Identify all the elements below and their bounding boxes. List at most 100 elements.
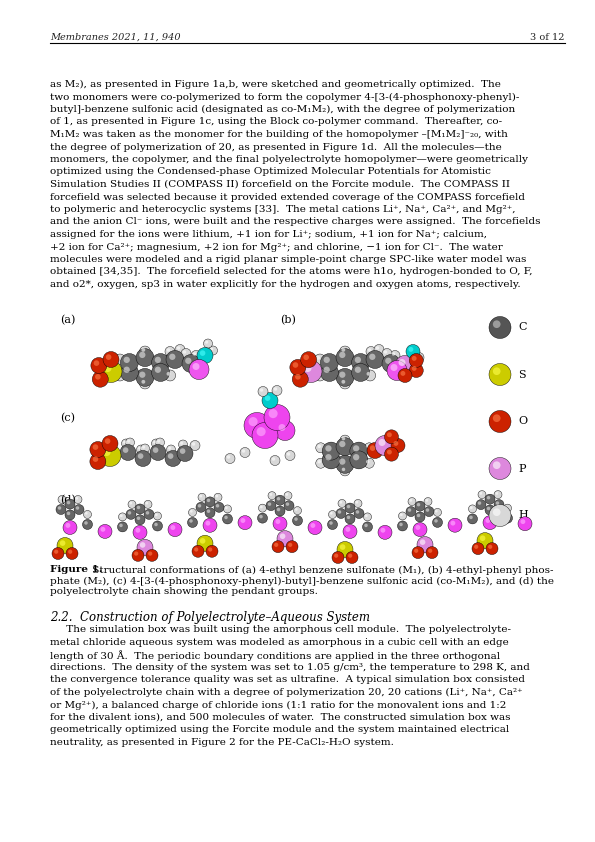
Circle shape [191,350,201,360]
Circle shape [415,512,425,522]
Circle shape [346,527,350,532]
Circle shape [165,347,175,356]
Text: molecules were modeled and a rigid planar simple-point charge SPC-like water mod: molecules were modeled and a rigid plana… [50,255,527,264]
Circle shape [198,493,206,501]
Circle shape [468,505,477,513]
Circle shape [238,515,252,530]
Circle shape [182,354,200,372]
Circle shape [120,514,123,517]
Circle shape [76,497,78,499]
Circle shape [139,378,151,389]
Circle shape [474,545,478,549]
Circle shape [345,514,355,524]
Circle shape [322,451,340,469]
Text: Simulation Studies II (COMPASS II) forcefield on the Forcite module.  The COMPAS: Simulation Studies II (COMPASS II) force… [50,180,510,189]
Text: (b): (b) [280,315,296,325]
Circle shape [325,445,331,451]
Circle shape [135,450,151,466]
Circle shape [505,505,508,509]
Text: butyl]-benzene sulfonic acid (designated as co-M₁M₂), with the degree of polymer: butyl]-benzene sulfonic acid (designated… [50,105,515,115]
Circle shape [284,501,294,510]
Text: or Mg²⁺), a balanced charge of chloride ions (1:1 ratio for the monovalent ions : or Mg²⁺), a balanced charge of chloride … [50,701,506,710]
Circle shape [380,528,386,533]
Circle shape [57,537,73,553]
Circle shape [138,453,143,459]
Circle shape [493,414,500,422]
Circle shape [101,527,105,532]
Circle shape [114,370,126,381]
Text: assigned for the ions were lithium, +1 ion for Li⁺; sodium, +1 ion for Na⁺; calc: assigned for the ions were lithium, +1 i… [50,230,487,239]
Circle shape [189,509,196,516]
Circle shape [355,357,361,363]
Circle shape [157,440,160,443]
Circle shape [336,369,354,386]
Circle shape [180,441,183,445]
Circle shape [192,546,204,557]
Circle shape [167,372,170,376]
Circle shape [68,550,73,554]
Circle shape [352,354,369,371]
Circle shape [168,523,182,536]
Circle shape [139,346,151,357]
Circle shape [140,542,145,548]
Circle shape [434,520,438,523]
Circle shape [227,456,230,459]
Circle shape [413,523,427,536]
Circle shape [206,546,218,557]
Circle shape [328,510,337,519]
Circle shape [339,352,346,358]
Circle shape [486,542,498,555]
Circle shape [478,501,481,505]
Circle shape [258,504,267,512]
Circle shape [272,386,282,396]
Circle shape [285,450,295,461]
Circle shape [99,445,121,466]
Circle shape [189,520,193,523]
Circle shape [342,437,345,440]
Circle shape [350,451,368,469]
Circle shape [400,514,403,516]
Circle shape [488,545,492,549]
Text: obtained [34,35].  The forcefield selected for the atoms were h1o, hydrogen-bond: obtained [34,35]. The forcefield selecte… [50,268,533,276]
Circle shape [367,356,371,360]
Circle shape [193,363,199,370]
Circle shape [293,507,302,514]
Circle shape [399,523,403,526]
Circle shape [489,364,511,386]
Circle shape [123,440,126,444]
Circle shape [478,491,486,498]
Circle shape [470,506,472,509]
Circle shape [126,438,134,447]
Circle shape [321,364,339,381]
Circle shape [290,360,306,376]
Circle shape [93,445,98,450]
Circle shape [295,374,300,380]
Circle shape [426,509,429,512]
Circle shape [120,364,139,381]
Circle shape [330,512,333,514]
Circle shape [206,509,210,513]
Circle shape [366,445,369,448]
Circle shape [343,525,357,539]
Circle shape [364,513,371,521]
Circle shape [119,524,123,527]
Circle shape [521,520,525,524]
Circle shape [487,507,490,510]
Circle shape [275,420,295,440]
Circle shape [378,525,392,540]
Circle shape [268,492,276,499]
Circle shape [324,357,330,363]
Circle shape [83,520,92,530]
Circle shape [100,360,122,382]
Circle shape [295,508,298,511]
Circle shape [120,445,136,461]
Circle shape [120,354,139,371]
Circle shape [356,510,359,514]
Circle shape [390,350,400,360]
Text: for the divalent ions), and 500 molecules of water.  The constructed simulation : for the divalent ions), and 500 molecule… [50,713,511,722]
Circle shape [485,505,495,515]
Circle shape [135,514,145,525]
Circle shape [469,515,473,520]
Circle shape [314,370,325,381]
Circle shape [300,360,322,382]
